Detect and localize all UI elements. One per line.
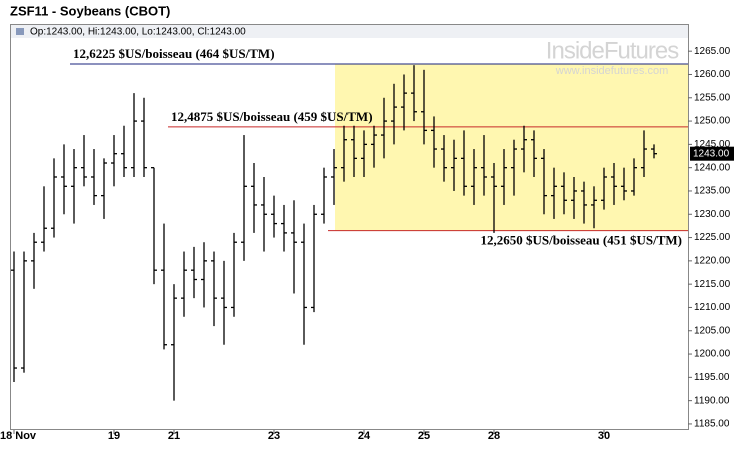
x-tick-label: 28	[488, 430, 500, 442]
level-label: 12,6225 $US/boisseau (464 $US/TM)	[73, 46, 275, 61]
last-price-tag	[690, 146, 734, 161]
x-tick-label: 18 Nov	[0, 430, 37, 442]
y-tick-label: 1215.00	[694, 279, 731, 290]
level-label: 12,4875 $US/boisseau (459 $US/TM)	[171, 109, 373, 124]
x-tick-label: 21	[168, 430, 180, 442]
y-tick-label: 1250.00	[694, 116, 731, 127]
y-tick-label: 1225.00	[694, 232, 731, 243]
info-icon	[16, 28, 24, 35]
y-tick-label: 1240.00	[694, 162, 731, 173]
info-bar	[11, 25, 688, 38]
x-tick-label: 19	[108, 430, 120, 442]
info-text: Op:1243.00, Hi:1243.00, Lo:1243.00, Cl:1…	[30, 27, 246, 38]
y-tick-label: 1265.00	[694, 46, 731, 57]
x-tick-label: 25	[418, 430, 430, 442]
x-tick-label: 24	[358, 430, 371, 442]
chart-title: ZSF11 - Soybeans (CBOT)	[10, 3, 170, 18]
highlight-zone	[335, 63, 688, 231]
y-tick-label: 1200.00	[694, 349, 731, 360]
watermark-url: www.insidefutures.com	[555, 65, 669, 77]
x-tick-label: 30	[598, 430, 610, 442]
y-tick-label: 1185.00	[694, 419, 730, 430]
y-tick-label: 1205.00	[694, 325, 731, 336]
y-tick-label: 1210.00	[694, 302, 731, 313]
last-price-label: 1243.00	[693, 148, 730, 159]
y-tick-label: 1190.00	[694, 395, 730, 406]
y-tick-label: 1235.00	[694, 186, 731, 197]
watermark-brand: InsideFutures	[546, 37, 679, 64]
y-tick-label: 1255.00	[694, 92, 731, 103]
x-tick-label: 23	[268, 430, 280, 442]
y-tick-label: 1230.00	[694, 209, 731, 220]
y-tick-label: 1195.00	[694, 372, 730, 383]
y-tick-label: 1245.00	[694, 139, 731, 150]
level-label: 12,2650 $US/boisseau (451 $US/TM)	[480, 233, 682, 248]
y-tick-label: 1220.00	[694, 256, 731, 267]
y-tick-label: 1260.00	[694, 69, 731, 80]
